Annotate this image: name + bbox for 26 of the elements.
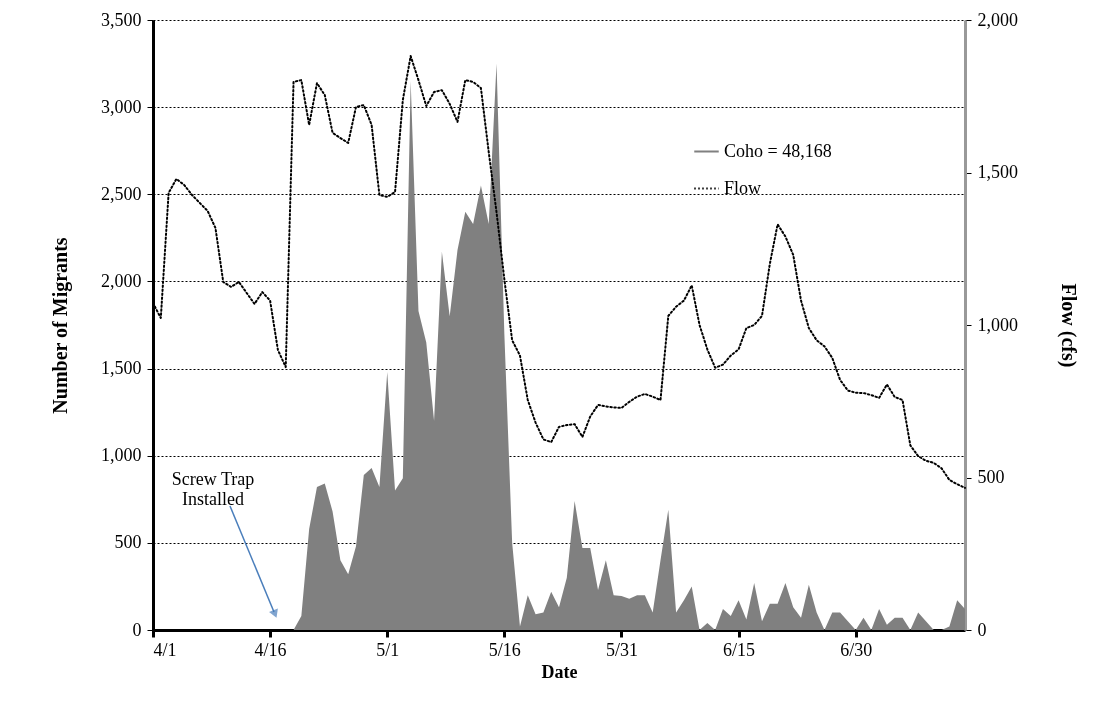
y-axis-title: Number of Migrants [49,237,72,414]
x-tick-label: 4/1 [153,639,177,660]
y2-axis-title: Flow (cfs) [1057,283,1080,368]
legend-label: Coho = 48,168 [724,140,832,161]
y-tick-label: 0 [132,619,142,640]
x-tick-label: 5/16 [488,639,521,660]
x-axis-title: Date [541,661,578,682]
x-tick-label: 5/1 [376,639,400,660]
y-tick-label: 2,000 [101,270,142,291]
y-tick-label: 3,000 [101,96,142,117]
x-tick-label: 5/31 [605,639,638,660]
x-tick-label: 6/30 [840,639,873,660]
annotation: Screw Trap Installed [171,469,255,509]
y2-tick-label: 500 [977,467,1005,487]
y-tick-label: 2,500 [101,183,142,204]
x-tick-label: 6/15 [723,639,756,660]
y-tick-label: 3,500 [101,9,142,30]
y2-tick-label: 0 [977,619,987,640]
y-tick-label: 500 [114,532,142,553]
x-tick-label: 4/16 [254,639,287,660]
y2-tick-label: 1,500 [977,162,1018,182]
y2-tick-label: 2,000 [977,9,1018,30]
y-tick-label: 1,000 [101,445,142,466]
legend-label: Flow [724,177,762,198]
y-tick-label: 1,500 [101,358,142,379]
y2-tick-label: 1,000 [977,314,1018,335]
